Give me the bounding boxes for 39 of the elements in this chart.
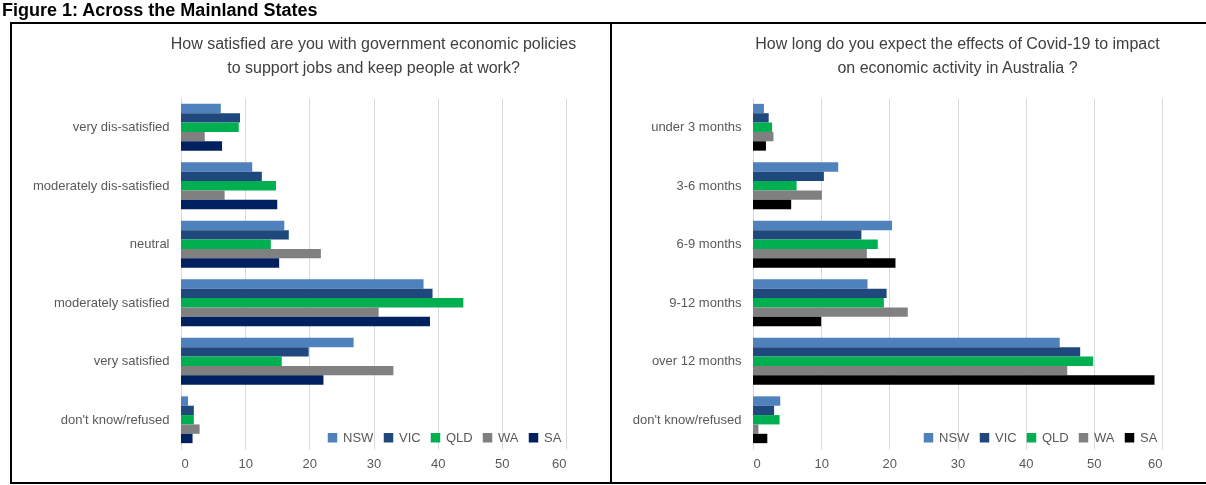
x-tick-label: 60 (552, 455, 567, 471)
legend-label: VIC (399, 429, 421, 445)
legend-label: NSW (343, 429, 375, 445)
caption: Figure 1: Across the Mainland States (2, 0, 318, 20)
y-tick-label: moderately satisfied (53, 294, 170, 310)
y-tick-label: 6-9 months (676, 236, 742, 252)
x-tick-label: 0 (181, 455, 189, 471)
legend-label: NSW (939, 429, 971, 445)
y-tick-label: 9-12 months (669, 294, 742, 310)
legend-label: SA (544, 429, 562, 445)
y-tick-label: 3-6 months (676, 177, 742, 193)
legend-label: VIC (995, 429, 1017, 445)
x-tick-label: 20 (882, 455, 898, 471)
legend-label: QLD (1042, 429, 1069, 445)
legend-label: SA (1140, 429, 1158, 445)
y-tick-label: moderately dis-satisfied (32, 177, 170, 193)
y-tick-label: very satisfied (93, 353, 170, 369)
legend-label: QLD (446, 429, 473, 445)
y-tick-label: very dis-satisfied (72, 119, 170, 135)
legend-label: WA (1094, 429, 1115, 445)
y-tick-label: over 12 months (651, 353, 742, 369)
x-tick-label: 10 (814, 455, 829, 471)
x-tick-label: 0 (753, 455, 761, 471)
y-tick-label: don't know/refused (632, 411, 742, 427)
y-tick-label: don't know/refused (60, 411, 170, 427)
y-tick-label: neutral (129, 236, 170, 252)
x-tick-label: 50 (495, 455, 510, 471)
y-tick-label: under 3 months (651, 119, 742, 135)
legend-label: WA (498, 429, 519, 445)
chart-title: How long do you expect the effects of Covid-19 to impact on economic activity in Australia ? (755, 35, 1161, 76)
x-tick-label: 40 (430, 455, 446, 471)
x-tick-label: 30 (950, 455, 966, 471)
chart-title: How satisfied are you with government economic policies to support jobs and keep people at work? (170, 35, 577, 76)
x-tick-label: 10 (238, 455, 253, 471)
x-tick-label: 60 (1148, 455, 1163, 471)
x-tick-label: 40 (1018, 455, 1034, 471)
x-tick-label: 50 (1087, 455, 1102, 471)
x-tick-label: 20 (302, 455, 318, 471)
x-tick-label: 30 (366, 455, 382, 471)
